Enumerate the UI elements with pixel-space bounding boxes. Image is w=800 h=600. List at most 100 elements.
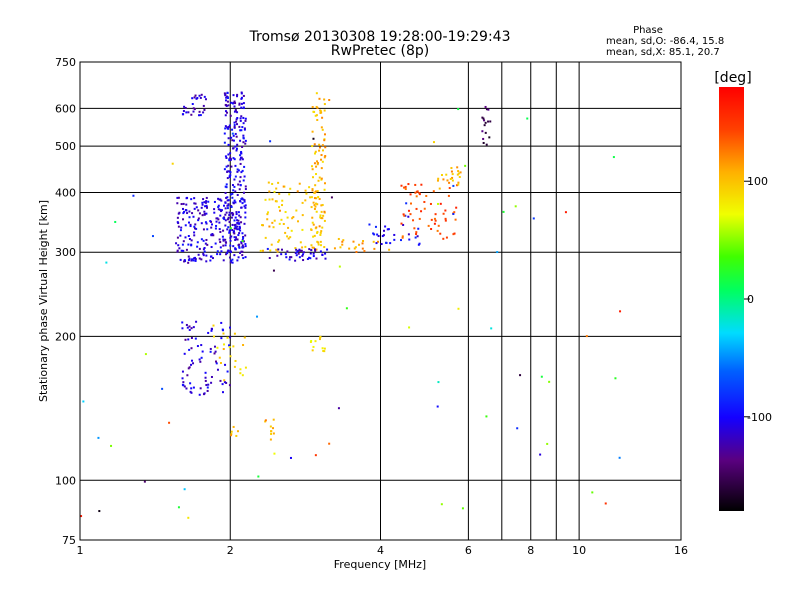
data-point [226, 111, 229, 114]
data-point [199, 114, 202, 117]
data-point [185, 111, 188, 114]
data-point [205, 212, 208, 215]
data-point [408, 326, 411, 329]
data-point [187, 259, 190, 262]
data-point [184, 224, 187, 227]
data-point [257, 475, 260, 478]
data-point [244, 188, 247, 191]
data-point [231, 223, 234, 226]
data-point [320, 178, 323, 181]
data-point [304, 189, 307, 192]
data-point [224, 241, 227, 244]
data-point [286, 235, 289, 238]
data-point [409, 202, 412, 205]
data-point [337, 237, 340, 240]
y-axis-label: Stationary phase Virtual Height [km] [37, 200, 50, 402]
data-point [240, 91, 243, 94]
data-point [341, 243, 344, 246]
data-point [187, 367, 190, 370]
data-point [229, 336, 232, 339]
data-point [415, 195, 418, 198]
data-point [502, 210, 505, 213]
data-point [437, 224, 440, 227]
data-point [233, 124, 236, 127]
data-point [323, 109, 326, 112]
data-point [232, 231, 235, 234]
data-point [215, 224, 218, 227]
data-point [235, 120, 238, 123]
data-point [202, 198, 205, 201]
data-point [420, 183, 423, 186]
data-point [449, 178, 452, 181]
data-point [242, 198, 245, 201]
data-point [323, 246, 326, 249]
data-point [236, 93, 239, 96]
data-point [243, 336, 246, 339]
data-point [242, 344, 245, 347]
data-point [317, 241, 320, 244]
data-point [267, 181, 270, 184]
data-point [328, 99, 331, 102]
data-point [244, 245, 247, 248]
data-point [201, 350, 204, 353]
data-point [309, 252, 312, 255]
data-point [227, 104, 230, 107]
data-point [456, 184, 459, 187]
data-point [241, 244, 244, 247]
data-point [309, 257, 312, 260]
data-point [242, 257, 245, 260]
data-point [226, 126, 229, 129]
data-point [483, 124, 486, 127]
data-point [242, 235, 245, 238]
data-point [321, 149, 324, 152]
data-point [237, 256, 240, 259]
x-tick-label: 2 [227, 544, 234, 557]
data-point [210, 233, 213, 236]
data-point [205, 384, 208, 387]
data-point [196, 97, 199, 100]
data-point [224, 201, 227, 204]
data-point [210, 327, 213, 330]
data-point [314, 249, 317, 252]
data-point [224, 244, 227, 247]
data-point [243, 199, 246, 202]
data-point [205, 196, 208, 199]
data-point [236, 95, 239, 98]
data-point [457, 172, 460, 175]
data-point [294, 247, 297, 250]
data-point [444, 219, 447, 222]
data-point [227, 127, 230, 130]
data-point [447, 194, 450, 197]
data-point [430, 228, 433, 231]
data-point [400, 239, 403, 242]
data-point [234, 247, 237, 250]
data-point [239, 158, 242, 161]
data-point [179, 258, 182, 261]
data-point [191, 97, 194, 100]
data-point [417, 243, 420, 246]
data-point [216, 217, 219, 220]
data-point [229, 158, 232, 161]
data-point [175, 242, 178, 245]
data-point [184, 236, 187, 239]
data-point [180, 203, 183, 206]
data-point [241, 374, 244, 377]
data-point [213, 345, 216, 348]
data-point [318, 198, 321, 201]
data-point [194, 256, 197, 259]
data-point [244, 234, 247, 237]
data-point [434, 213, 437, 216]
data-point [236, 225, 239, 228]
data-point [234, 238, 237, 241]
data-point [200, 238, 203, 241]
data-point [233, 158, 236, 161]
data-point [414, 183, 417, 186]
data-point [436, 229, 439, 232]
data-point [314, 184, 317, 187]
data-point [240, 250, 243, 253]
data-point [176, 236, 179, 239]
data-point [187, 338, 190, 341]
data-point [194, 337, 197, 340]
data-point [383, 229, 386, 232]
data-point [282, 185, 285, 188]
